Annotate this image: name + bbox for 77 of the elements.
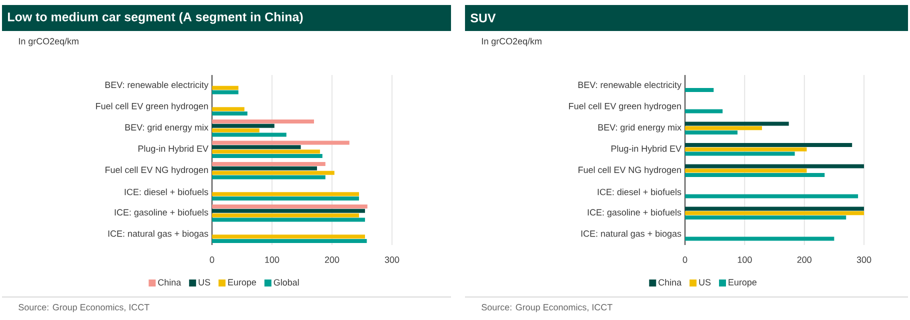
x-tick-label: 0 (682, 256, 688, 263)
y-tick-label: ICE: natural gas + biogas (108, 230, 208, 239)
bar (212, 124, 274, 128)
bar (685, 126, 762, 130)
bar (212, 107, 244, 112)
bar (685, 173, 825, 178)
legend-label: China (158, 279, 182, 286)
y-tick-label: BEV: renewable electricity (578, 81, 682, 90)
bar (685, 236, 834, 241)
bar (685, 164, 864, 168)
bar (212, 166, 318, 170)
bar (685, 168, 807, 173)
legend-label: US (699, 279, 711, 286)
y-tick-label: Plug-in Hybrid EV (611, 145, 682, 154)
x-tick-label: 100 (738, 256, 752, 263)
bar (685, 152, 795, 156)
bar (212, 208, 366, 213)
bar (212, 111, 248, 116)
bar (685, 88, 714, 92)
bar (212, 128, 260, 132)
y-tick-label: BEV: renewable electricity (105, 81, 208, 90)
y-tick-label: BEV: grid energy mix (125, 124, 208, 132)
x-tick-label: 100 (265, 256, 280, 263)
bar (212, 196, 360, 200)
text: In grCO2eq/km (19, 38, 78, 46)
bar (212, 132, 286, 137)
bar (212, 213, 360, 218)
legend-label: Europe (728, 279, 756, 288)
legend-label: China (658, 279, 682, 286)
chart-title: Low to medium car segment (A segment in China) (8, 12, 303, 24)
bar (212, 204, 368, 209)
y-tick-label: Plug-in Hybrid EV (138, 145, 208, 154)
bar (212, 162, 326, 166)
text: SUV (470, 14, 496, 22)
y-tick-label: Fuel cell EV NG hydrogen (578, 166, 681, 175)
x-tick-label: 300 (384, 256, 400, 263)
y-tick-label: BEV: grid energy mix (598, 124, 682, 132)
bar (212, 175, 326, 180)
bar (212, 218, 366, 222)
bar (212, 154, 322, 158)
bar (212, 234, 366, 239)
bar (212, 90, 238, 94)
bar (212, 192, 360, 196)
legend-label: Global (274, 279, 299, 286)
x-tick-label: 0 (210, 256, 214, 263)
y-tick-label: ICE: gasoline + biofuels (588, 208, 682, 218)
bar (212, 140, 350, 145)
bar (212, 238, 367, 243)
x-tick-label: 200 (797, 256, 812, 263)
bar (212, 120, 314, 124)
text: In grCO2eq/km (482, 38, 542, 46)
bar (212, 86, 238, 90)
bar (685, 109, 723, 114)
bar (212, 145, 301, 150)
bar (685, 142, 852, 147)
bar (685, 216, 846, 220)
bar (685, 211, 864, 216)
y-tick-label: Fuel cell EV NG hydrogen (106, 166, 208, 175)
source-note: Source: Group Economics, ICCT (18, 304, 150, 312)
y-tick-label: Fuel cell EV green hydrogen (96, 102, 208, 112)
bar (212, 170, 334, 175)
x-tick-label: 300 (856, 256, 872, 263)
y-tick-label: ICE: diesel + biofuels (598, 188, 682, 196)
y-tick-label: ICE: natural gas + biogas (581, 230, 682, 239)
legend-label: US (198, 279, 210, 286)
bar (685, 122, 789, 126)
bar (685, 194, 858, 198)
source-note: Source: Group Economics, ICCT (482, 304, 612, 312)
bar (685, 206, 864, 211)
y-tick-label: Fuel cell EV green hydrogen (569, 102, 681, 112)
y-tick-label: ICE: gasoline + biofuels (114, 208, 208, 218)
bar (212, 150, 320, 154)
legend-label: Europe (228, 279, 256, 288)
bar (685, 147, 807, 152)
bar (685, 130, 738, 135)
x-tick-label: 200 (324, 256, 340, 263)
y-tick-label: ICE: diesel + biofuels (124, 188, 208, 196)
